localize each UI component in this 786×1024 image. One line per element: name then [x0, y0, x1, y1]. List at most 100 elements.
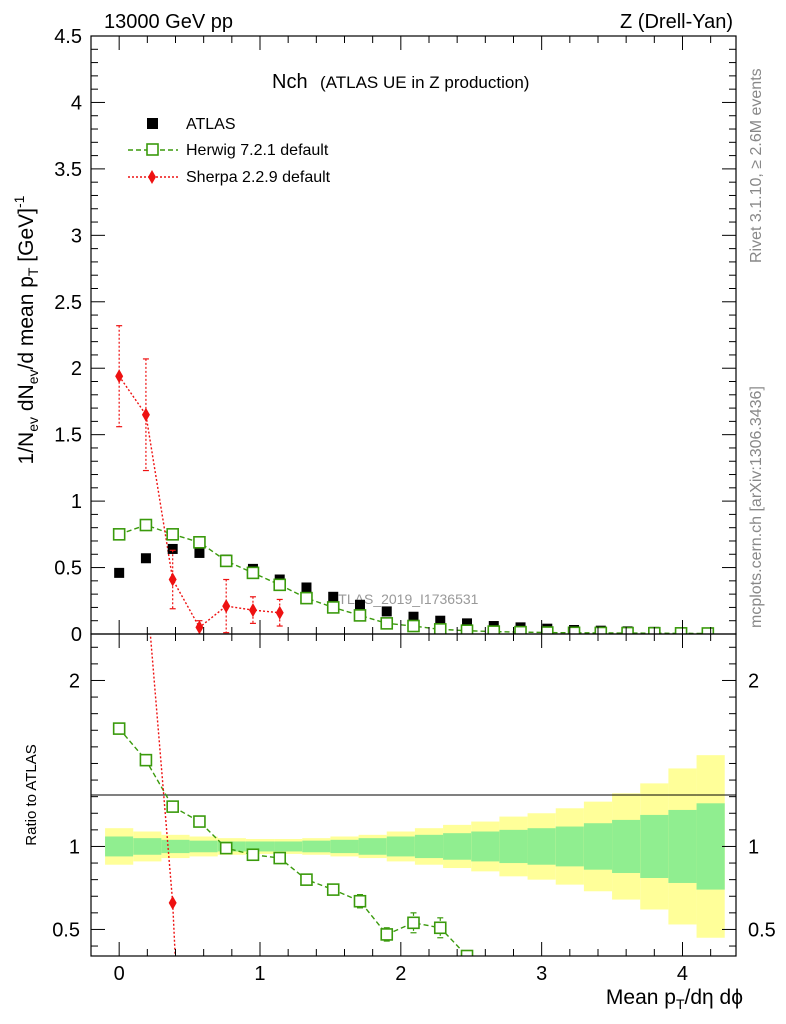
sherpa-point — [222, 599, 231, 614]
atlas-point — [114, 567, 125, 578]
plot-title-main: Nch — [272, 71, 308, 93]
header-energy-label: 13000 GeV pp — [104, 11, 233, 33]
plot-title: Nch (ATLAS UE in Z production) — [272, 71, 529, 93]
band-inner-bin — [443, 833, 472, 860]
band-inner-bin — [189, 840, 218, 853]
main-y-tick-label: 2 — [71, 358, 82, 380]
header-process-label: Z (Drell-Yan) — [620, 11, 733, 33]
band-inner-bin — [555, 826, 584, 867]
main-y-tick-label: 3.5 — [54, 159, 82, 181]
mcplots-label: mcplots.cern.ch [arXiv:1306.3436] — [748, 386, 765, 628]
herwig-point — [407, 619, 420, 633]
band-inner-bin — [274, 841, 303, 852]
ratio-panel-frame — [90, 633, 737, 957]
plot-title-sub: (ATLAS UE in Z production) — [320, 73, 529, 92]
x-tick-label: 1 — [254, 963, 265, 985]
x-tick-label: 4 — [677, 963, 688, 985]
herwig-ratio-point — [219, 841, 233, 855]
herwig-point — [353, 609, 367, 622]
x-tick-label: 2 — [395, 963, 406, 985]
band-inner-bin — [105, 836, 134, 857]
herwig-point — [460, 624, 474, 634]
main-y-tick-label: 3 — [71, 225, 82, 247]
main-y-tick-label: 1 — [71, 491, 82, 513]
main-y-tick-label: 4.5 — [54, 26, 82, 48]
herwig-ratio-point — [380, 928, 394, 941]
sherpa-point — [248, 603, 257, 618]
band-inner-bin — [245, 841, 275, 852]
legend-sherpa-label: Sherpa 2.2.9 default — [186, 169, 331, 186]
sherpa-point — [275, 605, 284, 620]
herwig-ratio-point — [166, 800, 179, 813]
main-y-tick-label: 2.5 — [54, 292, 82, 314]
herwig-point — [219, 554, 233, 568]
main-y-axis-title-text: 1/Nev dNev/d mean pT [GeV]-1 — [11, 195, 41, 464]
herwig-point — [487, 625, 501, 634]
legend-entry-herwig: Herwig 7.2.1 default — [128, 142, 329, 159]
ratio-y-tick-label-right: 0.5 — [748, 919, 776, 941]
band-inner-bin — [640, 814, 669, 878]
sherpa-point — [195, 620, 204, 634]
herwig-ratio-point — [353, 894, 367, 908]
herwig-ratio-point — [193, 815, 206, 828]
herwig-point — [621, 626, 634, 634]
x-tick-label: 0 — [114, 963, 125, 985]
ratio-panel-data — [112, 634, 474, 956]
atlas-point — [140, 553, 151, 564]
main-y-tick-label: 1.5 — [54, 425, 82, 447]
band-inner-bin — [161, 839, 190, 854]
legend-entry-sherpa: Sherpa 2.2.9 default — [128, 169, 331, 186]
band-inner-bin — [133, 838, 162, 855]
herwig-point — [273, 578, 287, 592]
herwig-ratio-point — [433, 921, 447, 935]
herwig-point — [193, 536, 206, 549]
herwig-point — [166, 528, 179, 541]
atlas-point — [328, 591, 339, 602]
sherpa-ratio-point — [168, 895, 177, 910]
band-inner-bin — [612, 819, 641, 874]
ratio-y-axis-title: Ratio to ATLAS — [23, 744, 40, 845]
atlas-point — [354, 599, 365, 610]
band-inner-bin — [471, 831, 500, 862]
herwig-ratio-point — [246, 848, 260, 862]
legend-entry-atlas: ATLAS — [147, 116, 236, 133]
band-inner-bin — [330, 839, 359, 854]
herwig-point — [540, 626, 554, 634]
legend-atlas-label: ATLAS — [186, 116, 236, 133]
band-inner-bin — [668, 809, 697, 883]
atlas-point — [301, 582, 312, 593]
legend-sherpa-marker — [148, 170, 156, 184]
ratio-y-tick-label-left: 2 — [69, 670, 80, 692]
band-inner-bin — [386, 836, 415, 857]
main-y-tick-label: 0 — [71, 624, 82, 646]
herwig-point — [139, 518, 153, 532]
ratio-y-tick-label-right: 2 — [748, 670, 759, 692]
herwig-point — [567, 626, 581, 634]
band-inner-bin — [527, 828, 556, 865]
band-inner-bin — [358, 838, 387, 855]
herwig-point — [112, 528, 126, 541]
rivet-version-label: Rivet 3.1.10, ≥ 2.6M events — [748, 68, 765, 263]
herwig-point — [674, 627, 688, 634]
ratio-uncertainty-bands — [105, 755, 725, 938]
axes: 0 1 2 3 4 0 0.5 1 1.5 2 2.5 3 3.5 4 4.5 0.5 0.5 1 1 2 2 — [52, 26, 776, 985]
x-tick-label: 3 — [536, 963, 547, 985]
herwig-point — [594, 626, 608, 634]
band-inner-bin — [302, 840, 331, 853]
band-inner-bin — [583, 823, 613, 870]
ratio-y-tick-label-right: 1 — [748, 836, 759, 858]
main-panel-data — [112, 325, 715, 634]
herwig-ratio-point — [326, 883, 340, 896]
analysis-watermark: ATLAS_2019_I1736531 — [330, 591, 479, 607]
herwig-ratio-point — [300, 873, 313, 886]
band-inner-bin — [499, 829, 528, 864]
herwig-ratio-point — [407, 916, 420, 930]
main-y-tick-label: 0.5 — [54, 558, 82, 580]
atlas-point — [408, 611, 419, 622]
herwig-ratio-point — [139, 753, 153, 767]
sherpa-point — [168, 572, 177, 587]
legend-herwig-marker — [146, 143, 159, 156]
ratio-y-tick-label-left: 1 — [69, 836, 80, 858]
herwig-point — [246, 566, 260, 580]
herwig-point — [514, 625, 527, 634]
